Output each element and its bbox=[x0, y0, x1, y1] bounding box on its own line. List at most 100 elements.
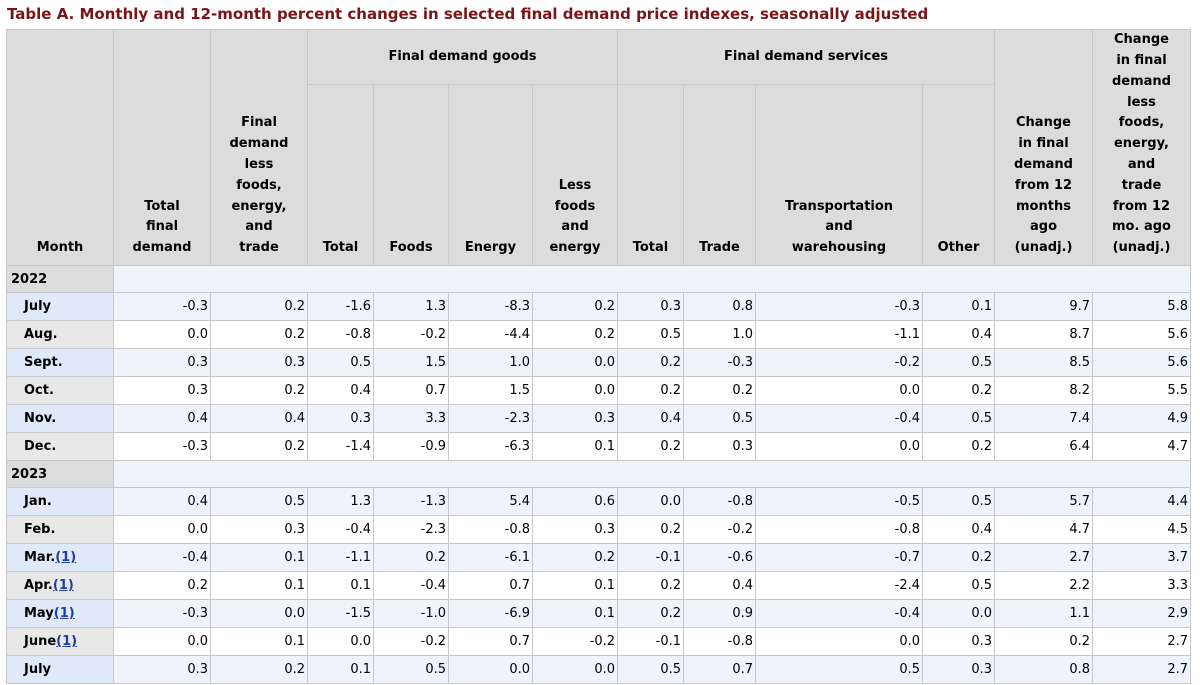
value-cell: 0.3 bbox=[922, 655, 995, 684]
month-cell: Apr.(1) bbox=[6, 571, 114, 600]
value-cell: 0.6 bbox=[532, 487, 618, 516]
value-cell: 0.1 bbox=[210, 543, 308, 572]
year-row-fill bbox=[113, 460, 1191, 488]
value-cell: 0.7 bbox=[683, 655, 756, 684]
month-label: May bbox=[24, 606, 54, 621]
month-label: June bbox=[24, 634, 57, 649]
value-cell: -1.3 bbox=[373, 487, 449, 516]
footnote-link[interactable]: (1) bbox=[56, 634, 78, 649]
value-cell: -0.3 bbox=[113, 292, 211, 321]
table-row: Dec. -0.3 0.2 -1.4 -0.9 -6.3 0.1 0.2 0.3 0.0 0.2 6.… bbox=[6, 432, 1191, 461]
footnote-link[interactable]: (1) bbox=[55, 550, 77, 565]
value-cell: 0.2 bbox=[994, 627, 1093, 656]
value-cell: 3.3 bbox=[373, 404, 449, 433]
value-cell: -0.8 bbox=[755, 515, 923, 544]
value-cell: 2.7 bbox=[1092, 655, 1191, 684]
month-label: July bbox=[24, 299, 52, 314]
col-header-total-final-demand: Total final demand bbox=[113, 29, 211, 266]
value-cell: 0.0 bbox=[113, 627, 211, 656]
value-cell: 0.5 bbox=[617, 655, 684, 684]
month-cell: Mar.(1) bbox=[6, 543, 114, 572]
value-cell: -0.2 bbox=[532, 627, 618, 656]
value-cell: 0.2 bbox=[617, 376, 684, 405]
value-cell: 0.2 bbox=[617, 432, 684, 461]
year-row: 2022 bbox=[6, 265, 1191, 293]
value-cell: -0.8 bbox=[307, 320, 374, 349]
value-cell: -0.5 bbox=[755, 487, 923, 516]
month-cell: Aug. bbox=[6, 320, 114, 349]
col-header-goods-total: Total bbox=[307, 84, 374, 266]
value-cell: 0.4 bbox=[113, 404, 211, 433]
value-cell: 0.4 bbox=[210, 404, 308, 433]
value-cell: 0.1 bbox=[210, 627, 308, 656]
value-cell: 0.5 bbox=[922, 404, 995, 433]
price-index-table: Month Total final demand Final demand less fo… bbox=[6, 29, 1191, 684]
value-cell: 0.5 bbox=[922, 571, 995, 600]
value-cell: 1.5 bbox=[448, 376, 533, 405]
value-cell: 0.0 bbox=[113, 320, 211, 349]
value-cell: -0.3 bbox=[683, 348, 756, 377]
value-cell: 0.3 bbox=[113, 348, 211, 377]
col-header-services-other: Other bbox=[922, 84, 995, 266]
value-cell: 8.7 bbox=[994, 320, 1093, 349]
value-cell: 0.2 bbox=[617, 571, 684, 600]
month-label: Mar. bbox=[24, 550, 56, 565]
value-cell: -4.4 bbox=[448, 320, 533, 349]
value-cell: 0.5 bbox=[307, 348, 374, 377]
value-cell: -0.4 bbox=[373, 571, 449, 600]
value-cell: 0.3 bbox=[113, 655, 211, 684]
value-cell: 0.5 bbox=[210, 487, 308, 516]
value-cell: -8.3 bbox=[448, 292, 533, 321]
value-cell: 0.2 bbox=[617, 599, 684, 628]
value-cell: 5.6 bbox=[1092, 320, 1191, 349]
col-header-12-month-change-core: Change in final demand less foods, energy, and… bbox=[1092, 29, 1191, 266]
value-cell: 0.5 bbox=[683, 404, 756, 433]
col-header-goods-energy: Energy bbox=[448, 84, 533, 266]
month-cell: Sept. bbox=[6, 348, 114, 377]
table-row: June(1) 0.0 0.1 0.0 -0.2 0.7 -0.2 -0.1 -0.8 0.0 0.… bbox=[6, 627, 1191, 656]
value-cell: 0.3 bbox=[617, 292, 684, 321]
value-cell: 0.3 bbox=[532, 404, 618, 433]
value-cell: 2.2 bbox=[994, 571, 1093, 600]
value-cell: 1.1 bbox=[994, 599, 1093, 628]
month-label: Aug. bbox=[24, 327, 58, 342]
value-cell: -2.4 bbox=[755, 571, 923, 600]
value-cell: -0.3 bbox=[755, 292, 923, 321]
month-label: July bbox=[24, 662, 52, 677]
value-cell: -1.1 bbox=[307, 543, 374, 572]
footnote-link[interactable]: (1) bbox=[53, 606, 75, 621]
value-cell: 0.2 bbox=[210, 292, 308, 321]
value-cell: 3.7 bbox=[1092, 543, 1191, 572]
value-cell: 0.2 bbox=[532, 292, 618, 321]
table-row: Feb. 0.0 0.3 -0.4 -2.3 -0.8 0.3 0.2 -0.2 -0.8 0.4 4… bbox=[6, 515, 1191, 544]
value-cell: 1.5 bbox=[373, 348, 449, 377]
value-cell: 0.5 bbox=[755, 655, 923, 684]
value-cell: 0.2 bbox=[532, 543, 618, 572]
value-cell: 4.9 bbox=[1092, 404, 1191, 433]
value-cell: 0.2 bbox=[922, 432, 995, 461]
value-cell: 0.8 bbox=[683, 292, 756, 321]
value-cell: 2.7 bbox=[1092, 627, 1191, 656]
group-header-services: Final demand services bbox=[617, 29, 995, 85]
value-cell: 2.9 bbox=[1092, 599, 1191, 628]
value-cell: 0.0 bbox=[617, 487, 684, 516]
value-cell: 4.7 bbox=[994, 515, 1093, 544]
value-cell: 0.0 bbox=[755, 627, 923, 656]
value-cell: 4.4 bbox=[1092, 487, 1191, 516]
value-cell: -0.3 bbox=[113, 599, 211, 628]
footnote-link[interactable]: (1) bbox=[52, 578, 74, 593]
table-title: Table A. Monthly and 12-month percent ch… bbox=[7, 5, 929, 23]
value-cell: 0.3 bbox=[113, 376, 211, 405]
value-cell: 0.2 bbox=[210, 655, 308, 684]
value-cell: 0.1 bbox=[532, 571, 618, 600]
value-cell: 0.0 bbox=[532, 348, 618, 377]
value-cell: -1.1 bbox=[755, 320, 923, 349]
value-cell: -0.2 bbox=[373, 627, 449, 656]
value-cell: 1.0 bbox=[683, 320, 756, 349]
value-cell: -0.8 bbox=[683, 487, 756, 516]
value-cell: 4.7 bbox=[1092, 432, 1191, 461]
month-cell: Nov. bbox=[6, 404, 114, 433]
value-cell: 8.2 bbox=[994, 376, 1093, 405]
value-cell: 0.3 bbox=[532, 515, 618, 544]
value-cell: -0.4 bbox=[113, 543, 211, 572]
